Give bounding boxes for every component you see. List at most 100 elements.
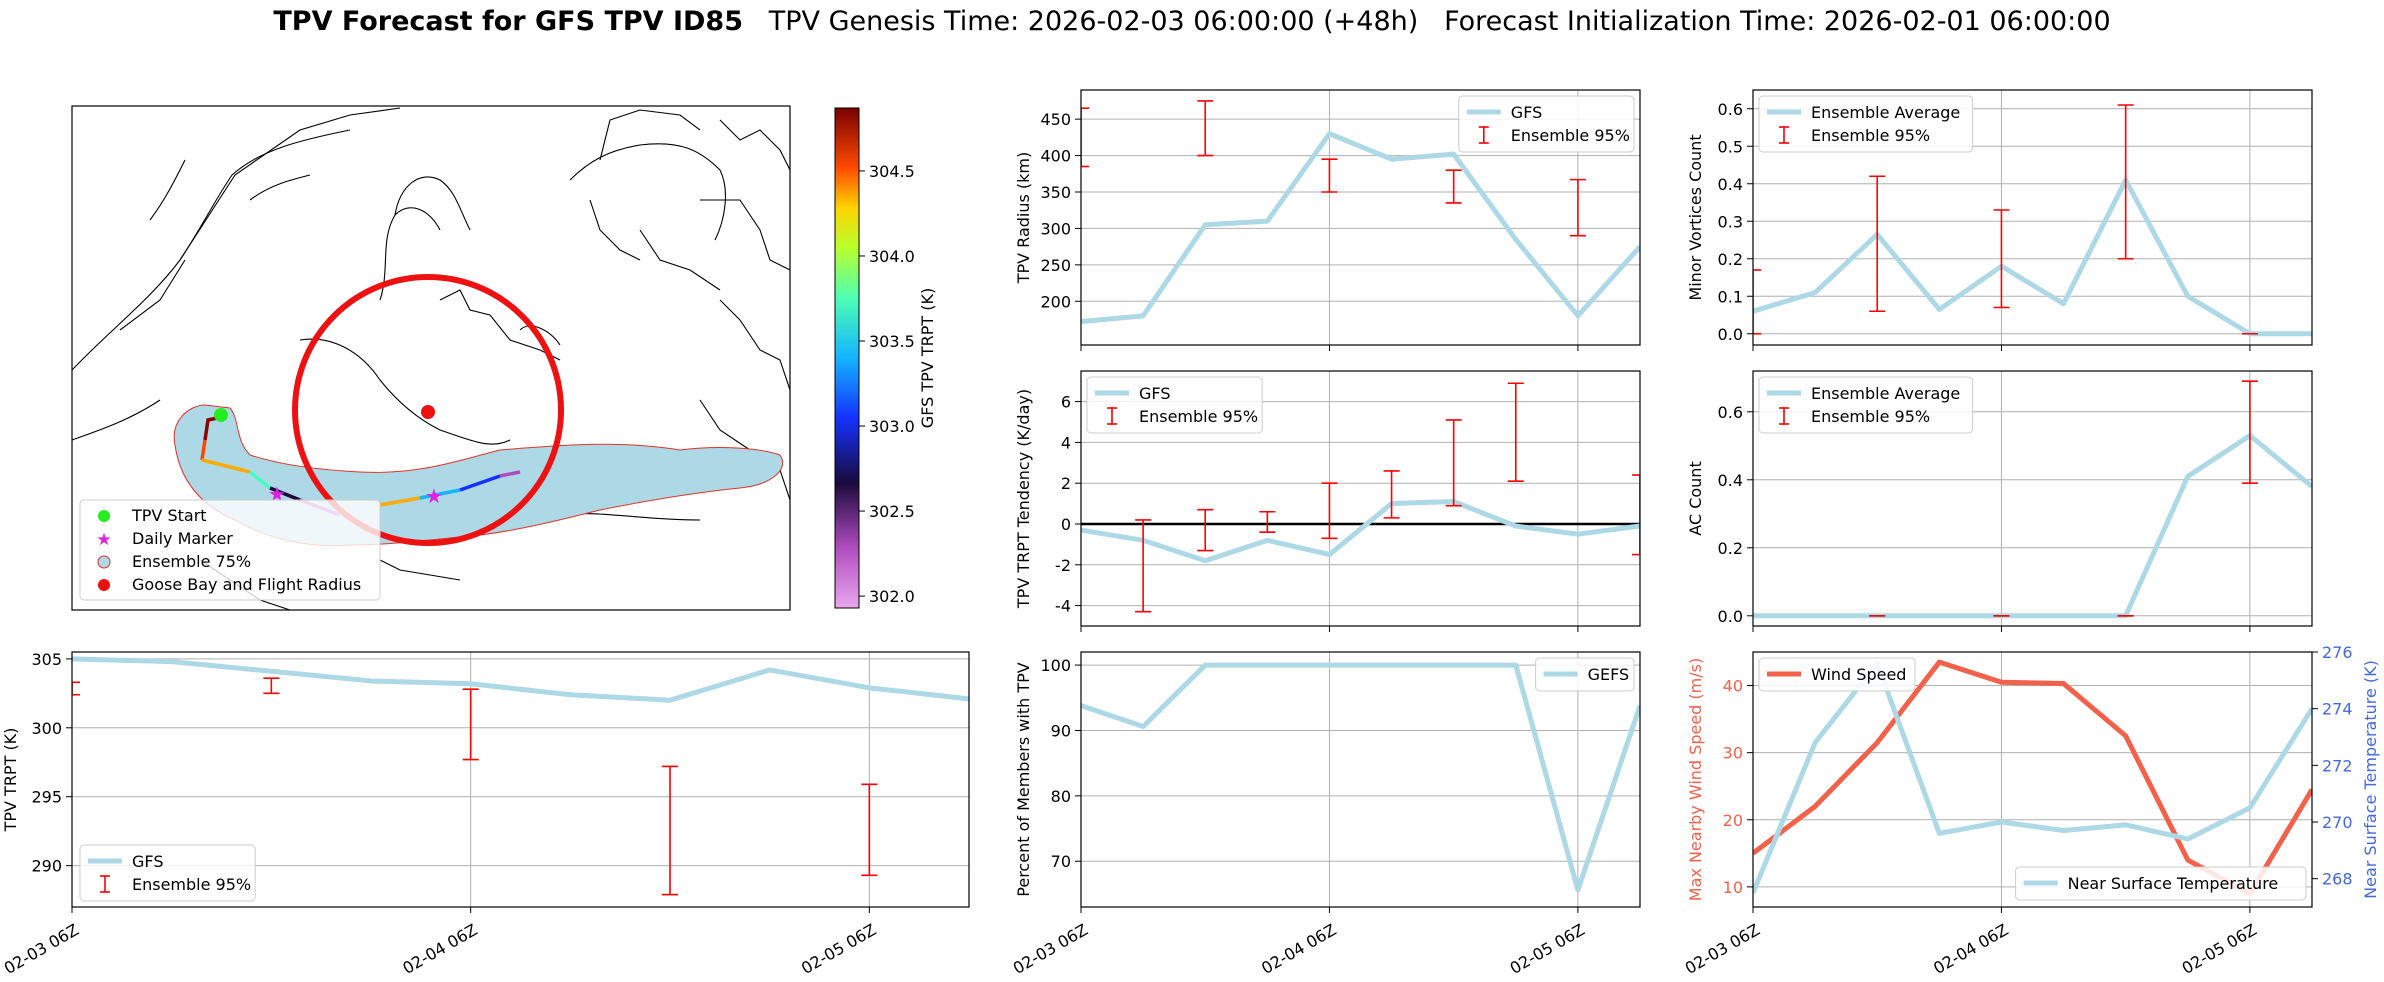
chart-radius: 200 250 300 350 400 450 TPV Radius (km) GFS Ense… bbox=[1014, 89, 1641, 351]
radius-plot-area bbox=[1081, 100, 1640, 325]
wind-y2tick-label-1: 270 bbox=[2322, 813, 2353, 832]
wind-frame bbox=[1752, 651, 2313, 908]
trpt-ylabel: TPV TRPT (K) bbox=[1, 728, 20, 833]
tendency-legend-box-1087 bbox=[1086, 376, 1263, 434]
ac-ytick-label-0: 0.0 bbox=[1718, 607, 1743, 626]
tendency-errorbar-2 bbox=[1259, 510, 1276, 533]
radius-errorbar-3 bbox=[1445, 169, 1462, 204]
minor-errorbar-1 bbox=[1869, 175, 1886, 313]
minor-plot-area bbox=[1753, 104, 2312, 337]
tendency-ytick-label-3: 2 bbox=[1061, 474, 1071, 493]
wind-y2tick-label-3: 274 bbox=[2322, 700, 2353, 719]
minor-ytick-label-3: 0.3 bbox=[1718, 212, 1743, 231]
chart-tendency: -4 -2 0 2 4 6 TPV TRPT Tendency (K/day) GFS Ense… bbox=[1014, 370, 1641, 632]
legend-ens75-icon bbox=[97, 555, 111, 569]
ac-legend-box-1759 bbox=[1758, 376, 1974, 434]
map-panel: ★ ★ TPV Start ★ Daily Marker Ensemble 75… bbox=[71, 105, 937, 611]
tendency-ytick-label-5: 6 bbox=[1061, 393, 1071, 412]
wind-ylabel: Max Nearby Wind Speed (m/s) bbox=[1686, 658, 1705, 901]
minor-ytick-label-5: 0.5 bbox=[1718, 137, 1743, 156]
tendency-errorbar-3 bbox=[1321, 482, 1338, 540]
minor-frame bbox=[1752, 89, 2313, 346]
wind-legend-box-2015.6 bbox=[2015, 866, 2307, 901]
minor-errorbar-3 bbox=[2117, 104, 2134, 260]
ac-series-0 bbox=[1753, 433, 2312, 619]
wind-xtick-label-1: 02-04 06Z bbox=[1930, 920, 2011, 978]
tendency-legend: GFS Ensemble 95% bbox=[1086, 376, 1263, 434]
trpt-plot-area bbox=[72, 656, 969, 896]
radius-ytick-label-0: 200 bbox=[1040, 292, 1071, 311]
figure-title: TPV Forecast for GFS TPV ID85 TPV Genesi… bbox=[0, 6, 2384, 37]
colorbar-ticks: 304.5 304.0 303.5 303.0 302.5 302.0 bbox=[859, 162, 915, 606]
tendency-ytick-label-1: -2 bbox=[1055, 556, 1071, 575]
title-bold: TPV Forecast for GFS TPV ID85 bbox=[273, 6, 743, 37]
colorbar-tick-label-4: 302.5 bbox=[869, 502, 915, 521]
trpt-legend-label-0: GFS bbox=[132, 852, 163, 871]
wind-xtick-label-0: 02-03 06Z bbox=[1682, 920, 1763, 978]
ac-ytick-label-3: 0.6 bbox=[1718, 403, 1743, 422]
radius-legend-box-1458.8 bbox=[1458, 95, 1635, 153]
legend-ens75: Ensemble 75% bbox=[132, 552, 251, 571]
radius-legend: GFS Ensemble 95% bbox=[1458, 95, 1635, 153]
trpt-errorbar-4 bbox=[861, 783, 878, 877]
wind-ytick-label-3: 40 bbox=[1723, 677, 1743, 696]
map-legend: TPV Start ★ Daily Marker Ensemble 75% Go… bbox=[79, 499, 381, 601]
tendency-errorbar-7 bbox=[1632, 474, 1640, 556]
ac-ylabel: AC Count bbox=[1686, 461, 1705, 535]
chart-percent: 70 80 90 100 02-03 06Z 02-04 06Z 02-05 06Z Perc… bbox=[1010, 651, 1641, 978]
legend-start-icon bbox=[98, 510, 110, 522]
radius-ytick-label-2: 300 bbox=[1040, 219, 1071, 238]
percent-ytick-label-3: 100 bbox=[1040, 656, 1071, 675]
wind-ytick-label-2: 30 bbox=[1723, 744, 1743, 763]
tendency-ylabel: TPV TRPT Tendency (K/day) bbox=[1014, 389, 1033, 609]
colorbar-tick-label-5: 302.0 bbox=[869, 587, 915, 606]
colorbar-tick-label-2: 303.5 bbox=[869, 332, 915, 351]
daily-marker-2: ★ bbox=[425, 484, 443, 508]
colorbar-tick-label-0: 304.5 bbox=[869, 162, 915, 181]
flight-radius-circle bbox=[292, 274, 564, 546]
percent-legend: GEFS bbox=[1535, 657, 1635, 692]
trpt-errorbar-1 bbox=[263, 677, 280, 695]
minor-errorbar-0 bbox=[1753, 269, 1761, 335]
ac-legend-label-1: Ensemble 95% bbox=[1811, 407, 1930, 426]
trpt-errorbar-2 bbox=[462, 688, 479, 761]
radius-frame bbox=[1080, 89, 1641, 346]
ac-legend: Ensemble Average Ensemble 95% bbox=[1758, 376, 1974, 434]
minor-ytick-label-2: 0.2 bbox=[1718, 250, 1743, 269]
minor-series-0 bbox=[1753, 177, 2312, 337]
percent-ytick-label-2: 90 bbox=[1051, 721, 1071, 740]
minor-ytick-label-4: 0.4 bbox=[1718, 175, 1743, 194]
percent-plot-area bbox=[1081, 662, 1640, 893]
percent-legend-label-0: GEFS bbox=[1588, 665, 1630, 684]
tendency-ytick-label-4: 4 bbox=[1061, 433, 1071, 452]
trpt-legend-box-80 bbox=[79, 844, 256, 902]
title-init: Forecast Initialization Time: 2026-02-01… bbox=[1444, 6, 2111, 37]
goose-bay-marker bbox=[421, 405, 435, 419]
radius-ytick-label-1: 250 bbox=[1040, 256, 1071, 275]
radius-ylabel: TPV Radius (km) bbox=[1014, 152, 1033, 285]
colorbar-tick-label-1: 304.0 bbox=[869, 247, 915, 266]
trpt-ytick-label-0: 290 bbox=[31, 857, 62, 876]
minor-legend: Ensemble Average Ensemble 95% bbox=[1758, 95, 1974, 153]
minor-ytick-label-6: 0.6 bbox=[1718, 100, 1743, 119]
chart-minor: 0.0 0.1 0.2 0.3 0.4 0.5 0.6 Minor Vortices Coun… bbox=[1686, 89, 2313, 351]
percent-frame bbox=[1080, 651, 1641, 908]
wind-legend-label-0: Near Surface Temperature bbox=[2068, 874, 2279, 893]
title-genesis: TPV Genesis Time: 2026-02-03 06:00:00 (+… bbox=[768, 6, 1419, 37]
trpt-frame bbox=[71, 651, 970, 908]
radius-errorbar-1 bbox=[1197, 100, 1214, 157]
percent-ylabel: Percent of Members with TPV bbox=[1014, 662, 1033, 896]
trpt-errorbar-3 bbox=[662, 765, 678, 896]
trpt-ytick-label-1: 295 bbox=[31, 788, 62, 807]
radius-legend-label-1: Ensemble 95% bbox=[1511, 126, 1630, 145]
tendency-plot-area bbox=[1081, 382, 1640, 613]
tendency-ytick-label-0: -4 bbox=[1055, 597, 1071, 616]
percent-legend-box-1535.6 bbox=[1535, 657, 1635, 692]
wind-y2tick-label-2: 272 bbox=[2322, 756, 2353, 775]
percent-xtick-label-1: 02-04 06Z bbox=[1258, 920, 1339, 978]
tendency-series-0 bbox=[1081, 499, 1640, 564]
wind-plot-area bbox=[1753, 659, 2312, 897]
trpt-series-0 bbox=[72, 656, 969, 703]
